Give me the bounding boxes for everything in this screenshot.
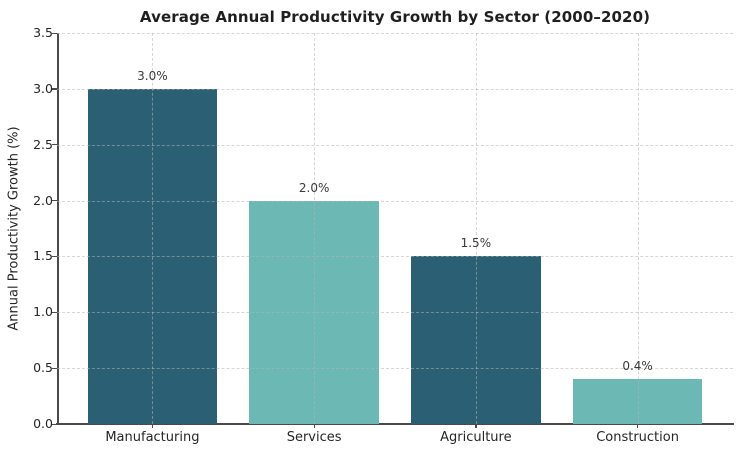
y-tick-label: 2.5 xyxy=(33,136,53,152)
y-tick-label: 0.5 xyxy=(33,360,53,376)
y-tick-mark xyxy=(52,32,57,34)
y-tick-mark xyxy=(52,311,57,313)
x-tick-mark xyxy=(151,424,154,428)
x-tick-label-construction: Construction xyxy=(596,430,679,445)
bar-value-label: 0.4% xyxy=(622,359,653,374)
x-tick-label-services: Services xyxy=(286,430,342,445)
v-gridline xyxy=(152,33,154,424)
y-tick-mark xyxy=(52,255,57,258)
y-tick-mark xyxy=(52,88,57,90)
x-tick-mark xyxy=(637,424,639,428)
bar-value-label: 2.0% xyxy=(298,180,330,195)
y-tick-label: 2.0 xyxy=(33,192,53,208)
x-axis-spine xyxy=(56,423,734,425)
bar-value-label: 1.5% xyxy=(460,236,492,251)
y-tick-label: 3.5 xyxy=(33,25,53,40)
y-tick-label: 1.5 xyxy=(33,248,53,264)
y-tick-mark xyxy=(52,367,57,369)
h-gridline xyxy=(57,368,733,370)
y-tick-mark xyxy=(52,144,57,146)
y-tick-mark xyxy=(52,423,57,425)
y-tick-mark xyxy=(52,200,57,202)
plot-area: 3.0% 2.0% 1.5% 0.4% xyxy=(57,33,733,424)
h-gridline xyxy=(57,256,733,258)
h-gridline xyxy=(57,144,733,146)
v-gridline xyxy=(475,33,477,424)
y-tick-label: 1.0 xyxy=(33,304,53,320)
h-gridline xyxy=(57,200,733,202)
v-gridline xyxy=(314,33,316,424)
v-gridline xyxy=(637,33,639,424)
h-gridline xyxy=(57,312,733,314)
h-gridline xyxy=(57,88,733,90)
y-axis-spine xyxy=(57,33,59,425)
chart-title: Average Annual Productivity Growth by Se… xyxy=(139,8,651,26)
x-tick-mark xyxy=(313,424,315,428)
bar-value-label: 3.0% xyxy=(137,68,168,83)
x-tick-label-manufacturing: Manufacturing xyxy=(105,430,200,445)
y-axis-label: Annual Productivity Growth (%) xyxy=(6,126,22,331)
x-tick-label-agriculture: Agriculture xyxy=(440,430,512,445)
h-gridline xyxy=(57,33,733,34)
y-tick-label: 3.0 xyxy=(33,80,53,96)
y-tick-label: 0.0 xyxy=(33,416,53,431)
x-tick-mark xyxy=(475,424,477,428)
